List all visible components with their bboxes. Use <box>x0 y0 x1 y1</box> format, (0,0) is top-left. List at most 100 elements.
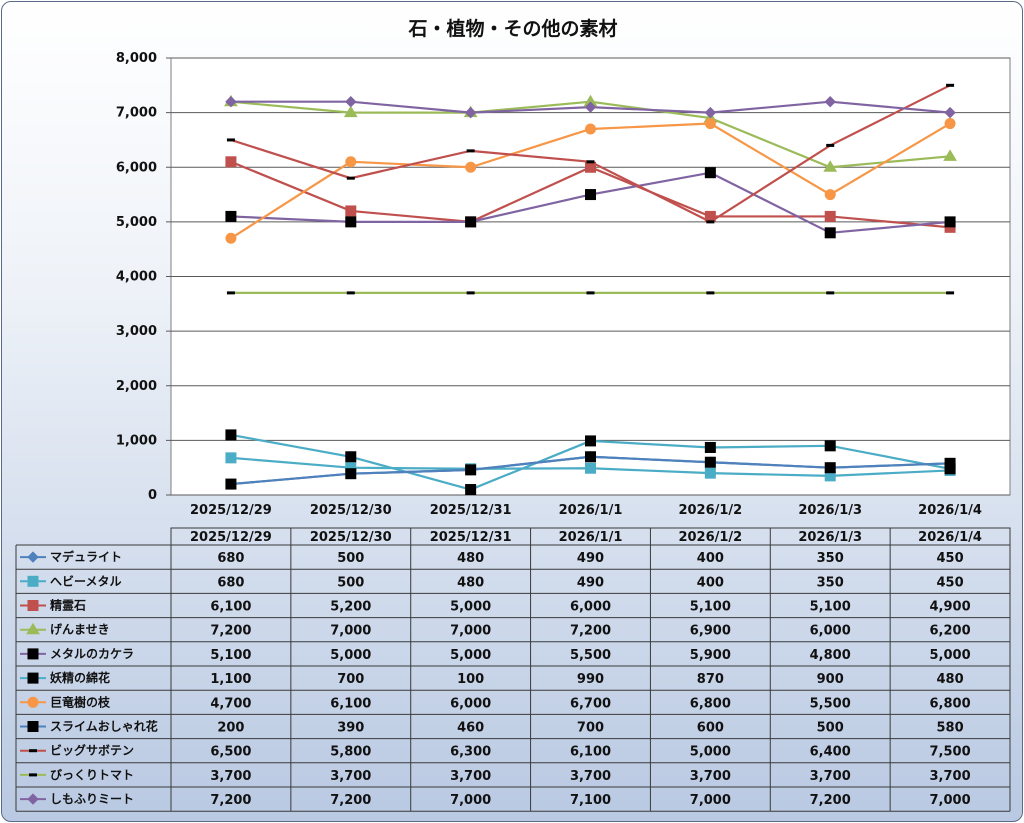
data-point-7-0 <box>225 478 237 490</box>
table-cell: 350 <box>817 575 844 590</box>
data-point-10-6 <box>944 106 956 119</box>
data-point-7-5 <box>824 462 836 474</box>
table-cell: 400 <box>697 575 724 590</box>
table-cell: 700 <box>337 672 364 687</box>
table-cell: 3,700 <box>330 769 371 784</box>
table-cell: 5,100 <box>690 600 731 615</box>
chart-title: 石・植物・その他の素材 <box>408 18 618 40</box>
table-cell: 6,900 <box>690 624 731 639</box>
x-tick-label: 2026/1/4 <box>918 503 982 518</box>
legend-label: ビッグサボテン <box>50 743 134 758</box>
legend-label: メタルのカケラ <box>50 647 134 661</box>
table-cell: 6,000 <box>810 624 851 639</box>
table-cell: 7,000 <box>450 624 491 639</box>
table-cell: 7,000 <box>450 793 491 808</box>
data-point-2-3 <box>585 161 596 173</box>
data-point-5-2 <box>465 484 477 496</box>
data-point-10-1 <box>345 95 357 108</box>
data-point-5-4 <box>704 441 716 453</box>
legend-label: しもふりミート <box>50 792 134 806</box>
legend-key-marker <box>27 648 39 660</box>
table-cell: 6,100 <box>210 600 251 615</box>
table-cell: 3,700 <box>930 769 971 784</box>
x-tick-label: 2026/1/2 <box>678 503 742 518</box>
table-cell: 480 <box>457 575 484 590</box>
table-cell: 5,000 <box>330 648 371 663</box>
legend-label: へビーメタル <box>50 573 122 588</box>
table-header-cell: 2026/1/2 <box>678 530 742 545</box>
table-header-cell: 2025/12/30 <box>310 530 392 545</box>
data-point-7-4 <box>704 456 716 468</box>
table-cell: 7,500 <box>930 745 971 760</box>
table-cell: 5,500 <box>570 648 611 663</box>
data-point-5-3 <box>585 435 596 447</box>
data-point-4-3 <box>585 189 596 201</box>
data-point-6-4 <box>704 118 716 130</box>
data-point-8-1 <box>346 176 355 180</box>
table-cell: 460 <box>457 721 484 736</box>
data-point-2-4 <box>704 210 716 222</box>
table-cell: 200 <box>217 721 244 736</box>
y-tick-label: 3,000 <box>116 324 157 339</box>
data-point-3-5 <box>823 160 838 172</box>
legend-key-marker <box>27 551 39 563</box>
data-point-7-2 <box>465 464 477 476</box>
legend-key-marker <box>29 749 37 753</box>
data-point-9-5 <box>826 291 835 295</box>
table-cell: 6,100 <box>570 745 611 760</box>
data-point-6-1 <box>345 156 357 168</box>
table-cell: 6,000 <box>450 696 491 711</box>
table-cell: 6,800 <box>930 696 971 711</box>
data-point-2-0 <box>225 156 237 168</box>
legend-key-marker <box>27 672 39 684</box>
table-cell: 7,200 <box>330 793 371 808</box>
data-point-4-5 <box>824 227 836 239</box>
table-cell: 6,200 <box>930 624 971 639</box>
table-cell: 5,800 <box>330 745 371 760</box>
x-tick-label: 2025/12/31 <box>430 503 512 518</box>
data-point-10-2 <box>464 106 477 119</box>
table-cell: 5,000 <box>930 648 971 663</box>
table-cell: 5,000 <box>450 648 491 663</box>
table-cell: 680 <box>217 551 244 566</box>
data-point-6-3 <box>585 123 596 135</box>
table-cell: 900 <box>817 672 844 687</box>
data-point-8-6 <box>946 83 955 87</box>
legend-key-marker <box>27 696 39 708</box>
legend-label: げんませき <box>50 622 110 637</box>
legend-label: 巨竜樹の枝 <box>50 694 111 709</box>
y-tick-label: 0 <box>148 488 157 503</box>
table-cell: 5,200 <box>330 600 371 615</box>
table-cell: 100 <box>457 672 484 687</box>
table-cell: 390 <box>337 721 364 736</box>
table-cell: 7,100 <box>570 793 611 808</box>
table-cell: 7,000 <box>690 793 731 808</box>
x-tick-label: 2025/12/30 <box>310 503 392 518</box>
data-point-10-4 <box>704 106 717 119</box>
data-point-10-3 <box>584 101 597 113</box>
table-cell: 3,700 <box>810 769 851 784</box>
data-point-9-0 <box>226 291 235 295</box>
legend-key-marker <box>27 721 39 732</box>
table-header-cell: 2026/1/3 <box>798 530 862 545</box>
data-point-7-6 <box>944 457 956 469</box>
data-point-9-3 <box>586 291 595 295</box>
table-cell: 450 <box>937 575 964 590</box>
table-cell: 450 <box>937 551 964 566</box>
legend-label: 妖精の綿花 <box>50 670 110 685</box>
data-point-4-1 <box>345 216 357 228</box>
table-cell: 3,700 <box>210 769 251 784</box>
data-point-10-0 <box>225 95 237 108</box>
table-cell: 480 <box>457 551 484 566</box>
table-cell: 700 <box>577 721 604 736</box>
data-point-2-5 <box>824 210 836 222</box>
data-point-1-0 <box>225 452 237 464</box>
table-cell: 5,500 <box>810 696 851 711</box>
table-cell: 3,700 <box>690 769 731 784</box>
y-tick-label: 6,000 <box>116 160 157 175</box>
legend-label: びっくりトマト <box>50 767 134 782</box>
table-cell: 3,700 <box>450 769 491 784</box>
table-cell: 1,100 <box>210 672 251 687</box>
table-header-cell: 2025/12/29 <box>190 530 272 545</box>
